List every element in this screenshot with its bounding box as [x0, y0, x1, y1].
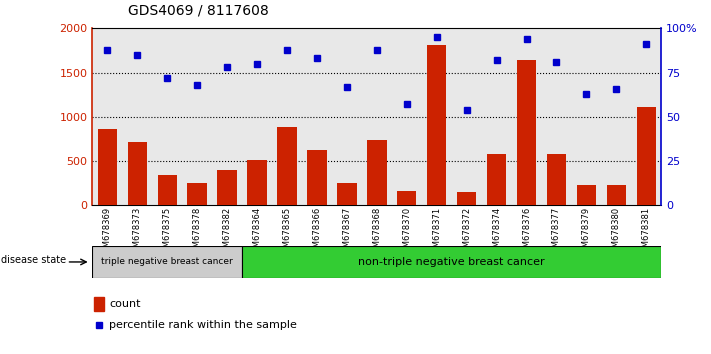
- Bar: [517, 60, 536, 205]
- Bar: [92, 246, 242, 278]
- Bar: [307, 150, 326, 205]
- Bar: [577, 185, 596, 205]
- Bar: [247, 160, 267, 205]
- Bar: [367, 140, 387, 205]
- Bar: [127, 142, 147, 205]
- Bar: [606, 185, 626, 205]
- Text: percentile rank within the sample: percentile rank within the sample: [109, 320, 297, 330]
- Bar: [487, 154, 506, 205]
- Text: disease state: disease state: [1, 255, 66, 265]
- Bar: [97, 129, 117, 205]
- Bar: [218, 170, 237, 205]
- Bar: [427, 45, 447, 205]
- Bar: [277, 127, 296, 205]
- Text: triple negative breast cancer: triple negative breast cancer: [102, 257, 233, 267]
- Text: GDS4069 / 8117608: GDS4069 / 8117608: [128, 4, 269, 18]
- Bar: [397, 191, 417, 205]
- Bar: [457, 192, 476, 205]
- Bar: [158, 175, 177, 205]
- Text: non-triple negative breast cancer: non-triple negative breast cancer: [358, 257, 545, 267]
- Bar: [188, 183, 207, 205]
- Bar: [547, 154, 566, 205]
- Bar: [337, 183, 357, 205]
- Bar: [242, 246, 661, 278]
- Bar: [94, 297, 104, 311]
- Text: count: count: [109, 299, 141, 309]
- Bar: [636, 107, 656, 205]
